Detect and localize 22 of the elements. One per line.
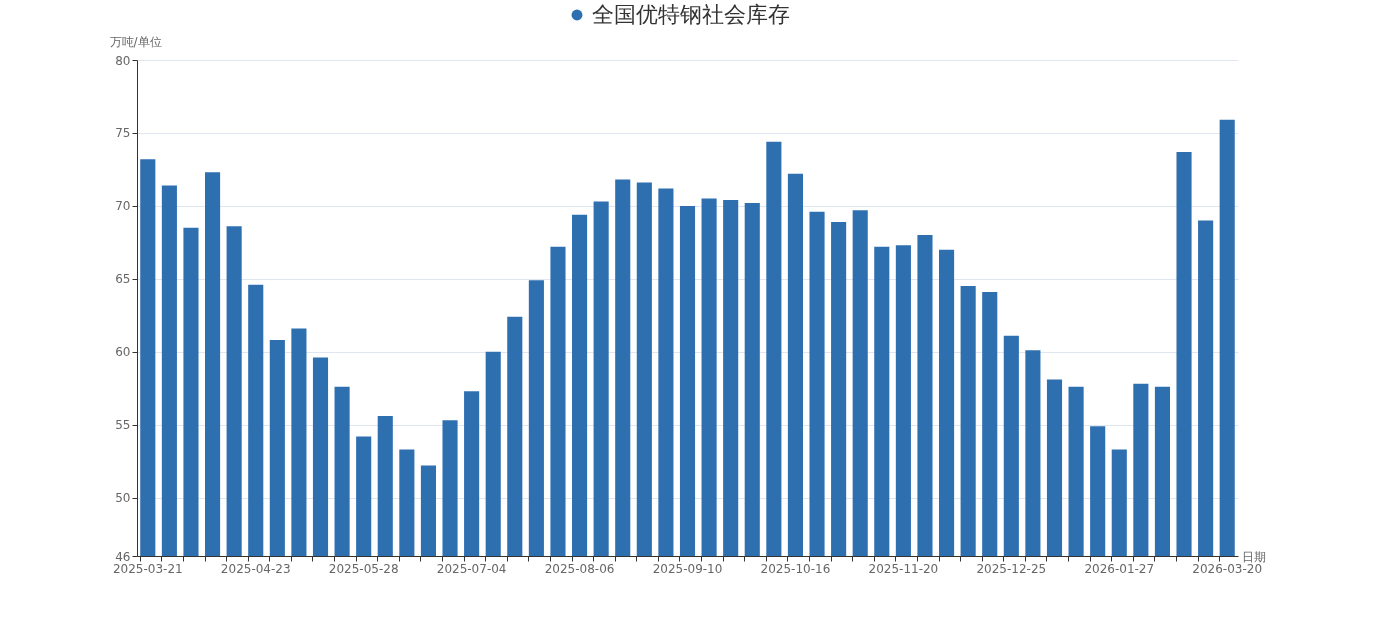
- x-tick-label: 2025-11-20: [868, 561, 939, 576]
- x-tick-label: 2025-12-25: [976, 561, 1047, 576]
- x-tick-label: 2025-09-10: [652, 561, 723, 576]
- y-axis-title: 万吨/单位: [109, 34, 162, 49]
- y-tick-label: 60: [115, 345, 131, 360]
- x-axis-title: 日期: [1241, 549, 1266, 564]
- y-tick-label: 70: [115, 199, 131, 214]
- y-tick-label: 80: [115, 53, 131, 68]
- legend-label: 全国优特钢社会库存: [592, 2, 790, 27]
- x-tick-label: 2025-05-28: [328, 561, 399, 576]
- x-tick-label: 2025-03-21: [112, 561, 183, 576]
- x-tick-label: 2025-10-16: [760, 561, 831, 576]
- y-tick-label: 50: [115, 491, 131, 506]
- y-tick-label: 65: [115, 272, 131, 287]
- x-tick-label: 2025-07-04: [436, 561, 507, 576]
- y-tick-label: 75: [115, 126, 131, 141]
- x-tick-label: 2025-04-23: [220, 561, 291, 576]
- x-tick-label: 2026-01-27: [1084, 561, 1155, 576]
- x-tick-label: 2025-08-06: [544, 561, 615, 576]
- y-tick-label: 46: [115, 549, 131, 564]
- y-tick-label: 55: [115, 418, 131, 433]
- x-tick-label: 2026-03-20: [1192, 561, 1263, 576]
